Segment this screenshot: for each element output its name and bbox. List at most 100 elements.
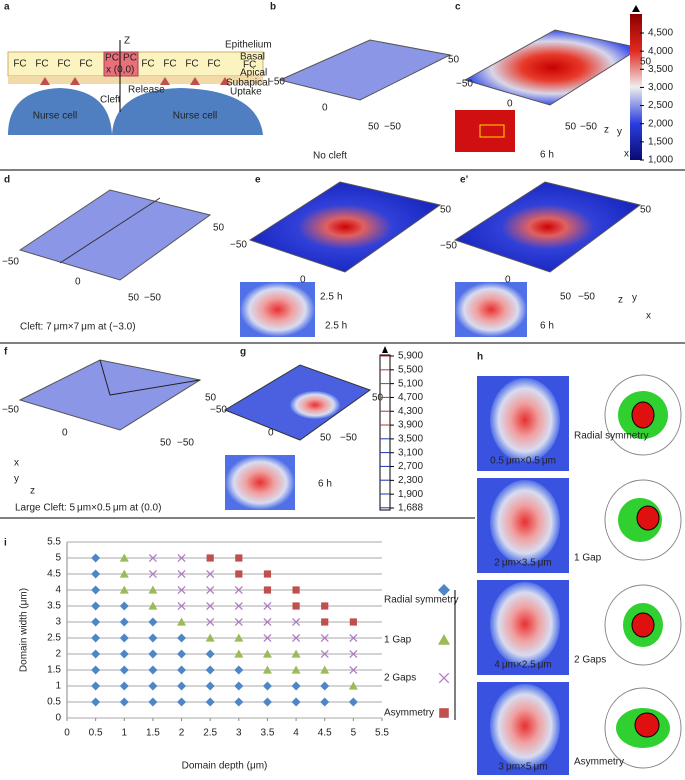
axis-label: −50 (210, 405, 227, 416)
marker-cross (177, 553, 186, 563)
label: 3 μm×5 μm (498, 762, 547, 773)
marker-square (292, 586, 300, 594)
marker-triangle (320, 665, 330, 674)
axis-label: 50 (368, 122, 380, 133)
marker-diamond (148, 617, 158, 627)
axis-label: 0 (507, 99, 513, 110)
axis-label: 0 (62, 428, 68, 439)
x-tick-label: 0 (64, 728, 70, 739)
panel-letter: e’ (460, 175, 469, 186)
panel-letter: b (270, 2, 276, 13)
colorbar-label: 1,900 (398, 489, 423, 500)
marker-cross (320, 633, 329, 643)
marker-diamond (91, 569, 101, 579)
axis-label: 50 (128, 293, 140, 304)
marker-diamond (205, 697, 215, 707)
colorbar-label: 2,000 (648, 118, 673, 129)
label: z (604, 125, 609, 136)
marker-square (349, 618, 357, 626)
label: 2 μm×3.5 μm (494, 558, 552, 569)
colorbar-label: 5,100 (398, 378, 423, 389)
label: Cleft (100, 95, 121, 106)
colorbar-label: 4,300 (398, 406, 423, 417)
marker-square (321, 602, 329, 610)
colorbar-label: 1,000 (648, 155, 673, 166)
marker-cross (263, 601, 272, 611)
label: 2 Gaps (574, 655, 606, 666)
marker-diamond (205, 681, 215, 691)
label: Cleft: 7 μm×7 μm at (−3.0) (20, 322, 136, 333)
y-tick-label: 5.5 (47, 537, 61, 548)
inset-g (225, 455, 295, 510)
label: Basal (240, 52, 265, 63)
label: z (30, 486, 35, 497)
axis-label: −50 (440, 241, 457, 252)
marker-diamond (119, 697, 129, 707)
axis-label: h (337, 292, 343, 303)
colorbar-label: 4,000 (648, 46, 673, 57)
x-axis-title: Domain depth (μm) (182, 761, 268, 772)
marker-diamond (91, 553, 101, 563)
label: PC (123, 53, 137, 64)
axis-label: 0 (300, 275, 306, 286)
fc-label: FC (141, 59, 154, 70)
x-tick-label: 5 (351, 728, 357, 739)
axis-label: −50 (2, 405, 19, 416)
marker-diamond (320, 681, 330, 691)
y-axis-title: Domain width (μm) (19, 588, 30, 672)
colorbar-label: 5,900 (398, 351, 423, 362)
fc-label: FC (207, 59, 220, 70)
x-tick-label: 5.5 (375, 728, 389, 739)
label: Large Cleft: 5 μm×0.5 μm at (0.0) (15, 503, 161, 514)
x-tick-label: 0.5 (89, 728, 103, 739)
marker-diamond (205, 649, 215, 659)
y-tick-label: 4 (55, 585, 61, 596)
colorbar-label: 4,700 (398, 392, 423, 403)
marker-triangle (234, 649, 244, 658)
y-tick-label: 2 (55, 649, 61, 660)
marker-cross (292, 617, 301, 627)
marker-triangle (177, 617, 187, 626)
inset-e2 (455, 282, 527, 337)
marker-diamond (148, 697, 158, 707)
label: PC (105, 53, 119, 64)
y-tick-label: 0 (55, 713, 61, 724)
colorbar-label: 5,500 (398, 364, 423, 375)
inset-c (455, 110, 515, 152)
y-tick-label: 0.5 (47, 697, 61, 708)
marker-square (321, 618, 329, 626)
marker-cross (177, 601, 186, 611)
cleft-line (59, 197, 161, 264)
colorbar-label: 2,500 (648, 100, 673, 111)
inset-e (240, 282, 315, 337)
label: 0.5 μm×0.5 μm (490, 456, 556, 467)
marker-diamond (91, 649, 101, 659)
axis-label: 0 (322, 103, 328, 114)
marker-triangle (234, 633, 244, 642)
label: 2.5 h (325, 321, 347, 332)
marker-diamond (148, 681, 158, 691)
label: Z (124, 36, 130, 47)
marker-triangle (262, 649, 272, 658)
colorbar-g (379, 354, 391, 511)
marker-cross (349, 649, 358, 659)
marker-diamond (91, 617, 101, 627)
colorbar-label: 3,900 (398, 420, 423, 431)
marker-diamond (177, 665, 187, 675)
axis-label: −50 (177, 438, 194, 449)
panel-letter: d (4, 175, 10, 186)
legend-label: Asymmetry (384, 708, 434, 719)
axis-label: −50 (230, 240, 247, 251)
marker-cross (206, 601, 215, 611)
marker-diamond (91, 601, 101, 611)
colorbar-label: 1,688 (398, 503, 423, 514)
marker-triangle (119, 585, 129, 594)
marker-cross (234, 585, 243, 595)
marker-square (263, 586, 272, 594)
colorbar-label: 2,700 (398, 461, 423, 472)
marker-diamond (119, 633, 129, 643)
x-tick-label: 2.5 (203, 728, 217, 739)
marker-cross (349, 633, 358, 643)
marker-diamond (91, 585, 101, 595)
fc-label: FC (185, 59, 198, 70)
